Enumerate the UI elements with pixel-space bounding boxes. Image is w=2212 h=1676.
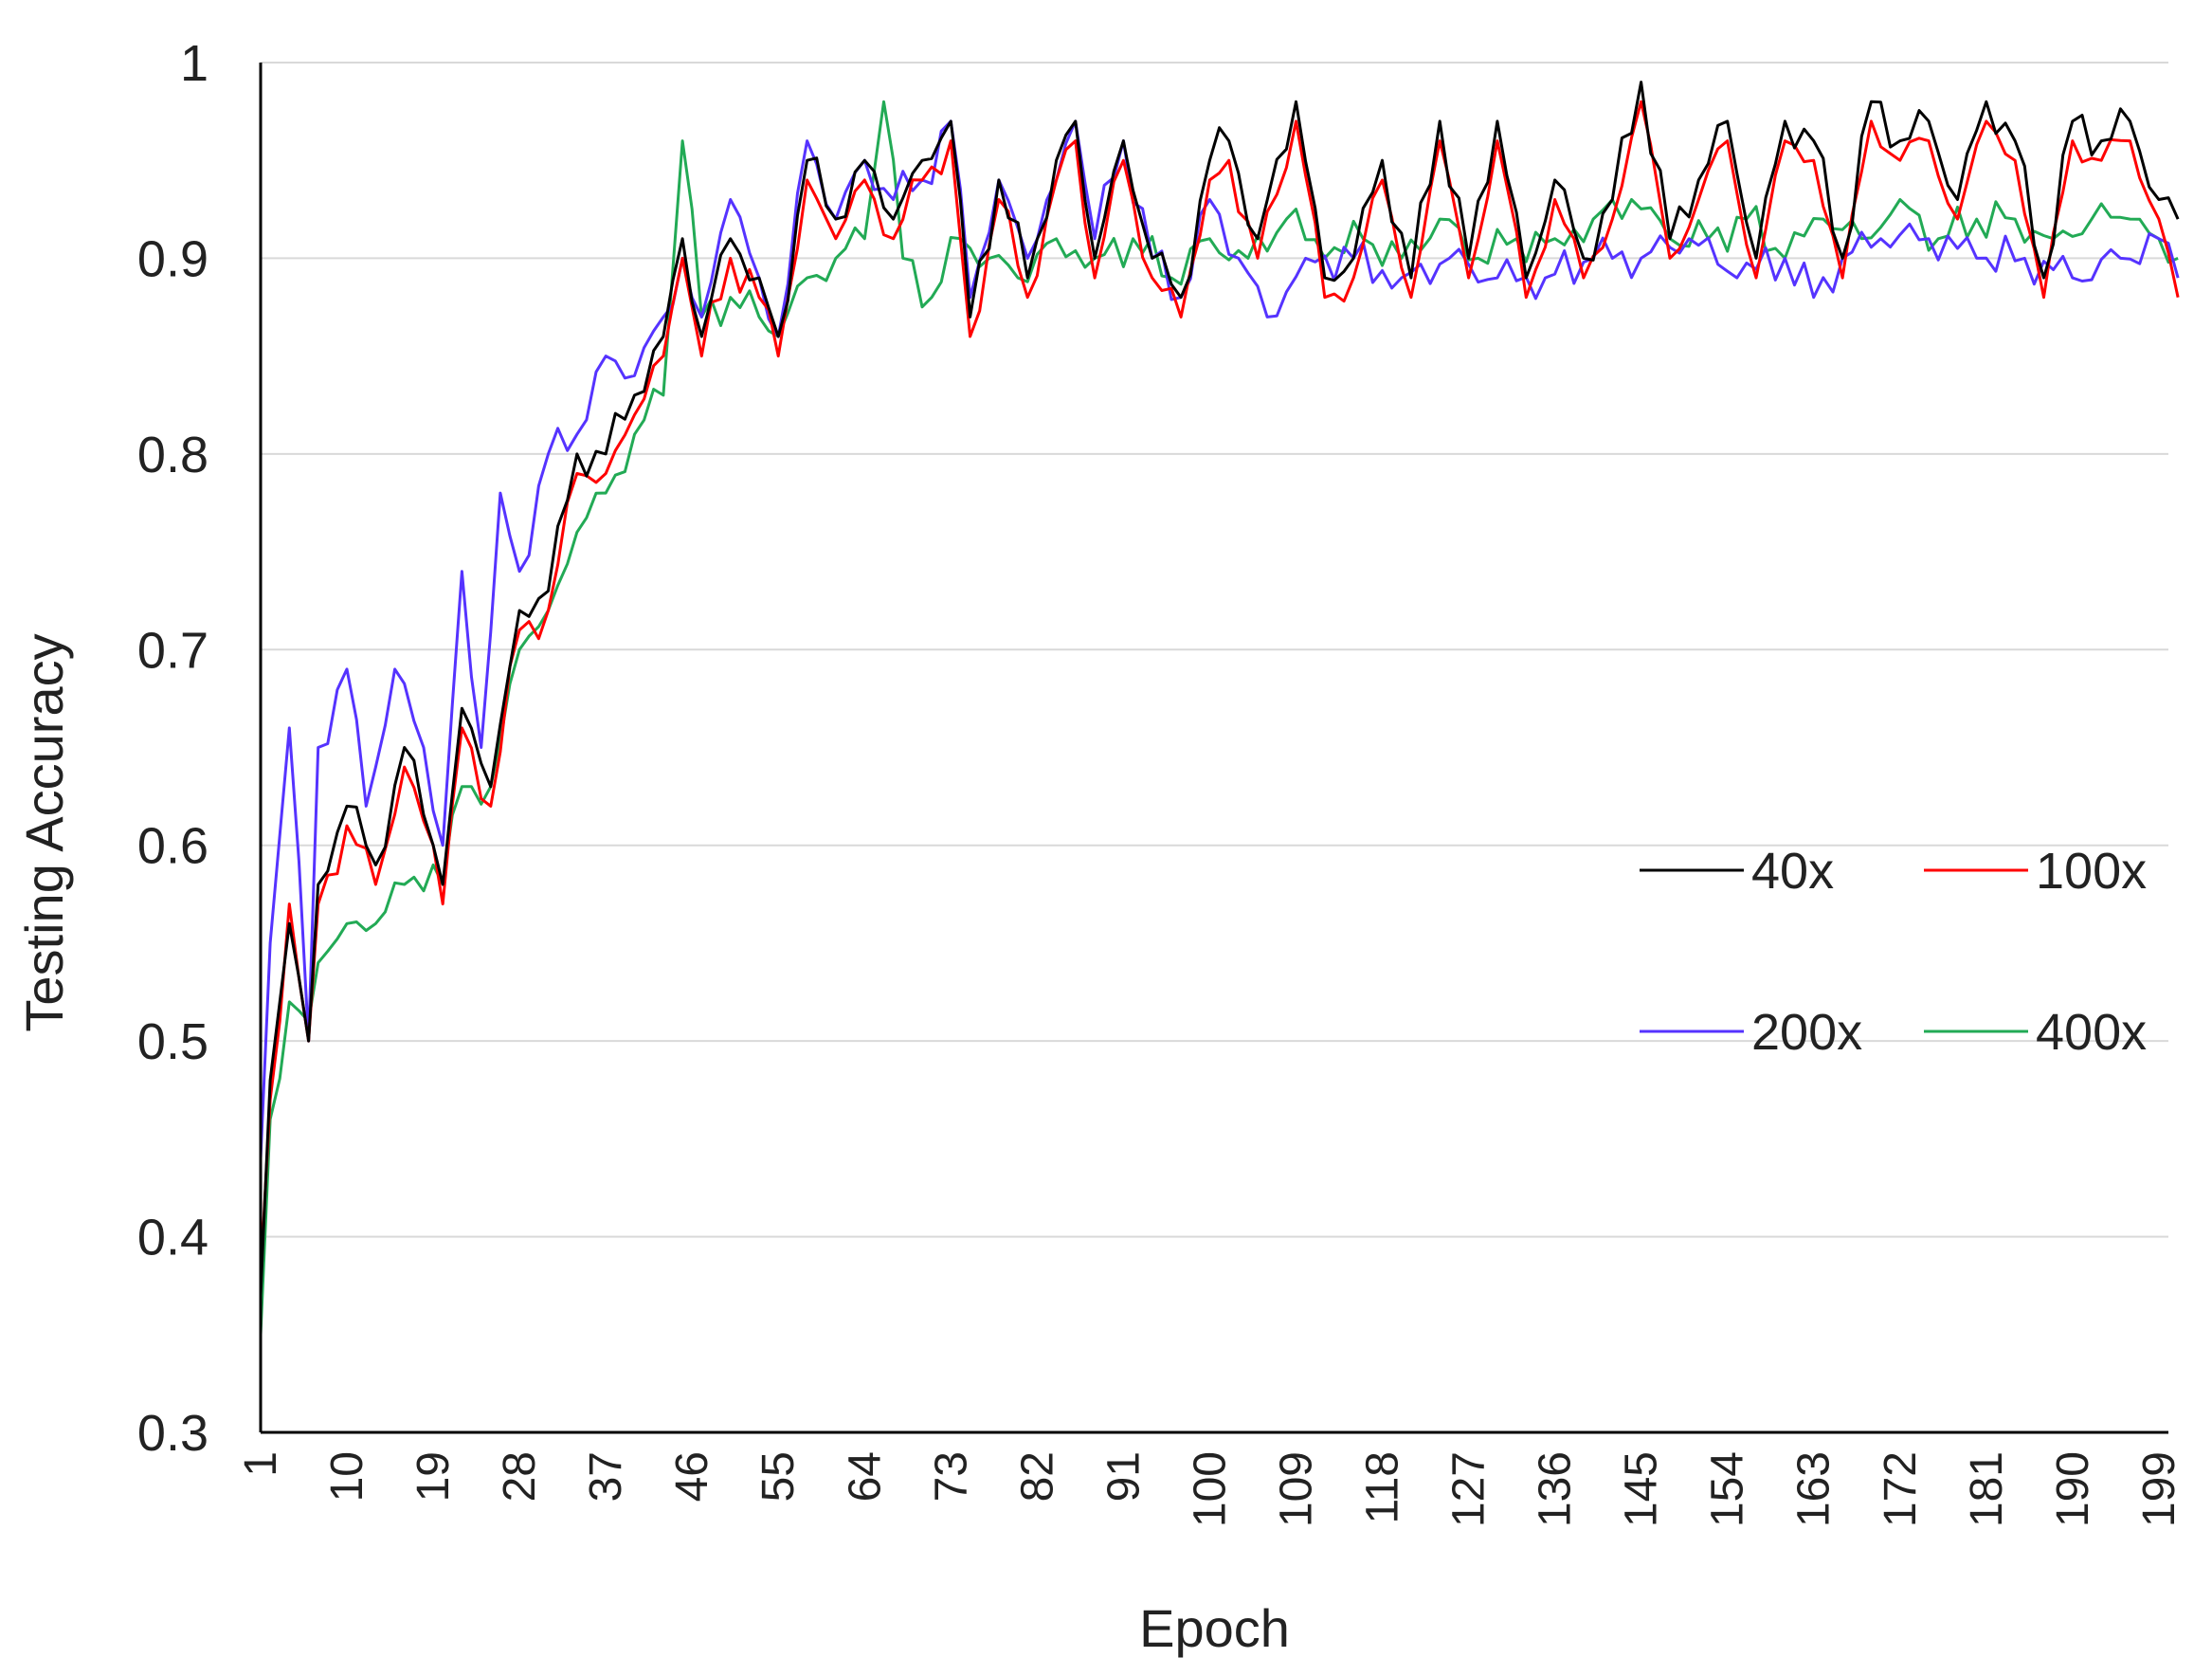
x-tick-label: 163: [1789, 1451, 1840, 1527]
y-tick-label: 0.4: [137, 1210, 209, 1266]
x-tick-label: 199: [2134, 1451, 2185, 1527]
series-lines: [259, 81, 2180, 1335]
x-tick-label: 190: [2048, 1451, 2098, 1527]
y-tick-label: 0.3: [137, 1405, 209, 1462]
x-tick-label: 172: [1876, 1451, 1926, 1527]
series-line-100x: [259, 100, 2180, 1276]
legend-label-100x: 100x: [2036, 843, 2147, 900]
legend: 40x 100x 200x 400x: [1640, 843, 2147, 1061]
x-tick-label: 181: [1962, 1451, 2012, 1527]
x-tick-label: 82: [1012, 1451, 1062, 1502]
x-tick-label: 100: [1185, 1451, 1235, 1527]
x-tick-label: 37: [581, 1451, 631, 1502]
series-line-200x: [259, 119, 2180, 1159]
y-tick-label: 0.8: [137, 427, 209, 483]
y-axis-title: Testing Accuracy: [14, 633, 74, 1031]
x-tick-label: 1: [236, 1451, 286, 1477]
axes: [259, 63, 2168, 1434]
legend-label-400x: 400x: [2036, 1004, 2147, 1061]
legend-label-40x: 40x: [1751, 843, 1834, 900]
x-tick-label: 118: [1358, 1451, 1408, 1524]
gridlines: [261, 62, 2168, 1238]
x-tick-label: 55: [753, 1451, 804, 1502]
x-tick-label: 91: [1098, 1451, 1149, 1502]
x-tick-label: 10: [322, 1451, 372, 1502]
x-tick-label: 28: [495, 1451, 545, 1502]
y-tick-labels: 0.3 0.4 0.5 0.6 0.7 0.8 0.9 1: [137, 35, 209, 1462]
y-tick-label: 0.6: [137, 818, 209, 875]
y-tick-label: 1: [180, 35, 209, 92]
series-line-400x: [259, 100, 2179, 1335]
x-tick-label: 154: [1703, 1451, 1753, 1527]
x-tick-label: 19: [408, 1451, 459, 1502]
x-axis-title: Epoch: [1139, 1598, 1290, 1658]
y-tick-label: 0.5: [137, 1013, 209, 1070]
x-tick-label: 127: [1444, 1451, 1495, 1527]
y-tick-label: 0.7: [137, 622, 209, 679]
x-tick-label: 64: [840, 1451, 890, 1502]
x-tick-label: 73: [926, 1451, 976, 1502]
x-tick-label: 46: [667, 1451, 717, 1502]
x-tick-label: 136: [1531, 1451, 1581, 1527]
series-line-40x: [259, 81, 2180, 1296]
x-tick-label: 109: [1271, 1451, 1321, 1527]
x-tick-labels: 1 10 19 28 37 46 55 64 73 82 91 100 109 118 127 136 145 1…: [236, 1451, 2185, 1527]
legend-label-200x: 200x: [1751, 1004, 1862, 1061]
x-tick-label: 145: [1617, 1451, 1667, 1527]
y-tick-label: 0.9: [137, 230, 209, 287]
